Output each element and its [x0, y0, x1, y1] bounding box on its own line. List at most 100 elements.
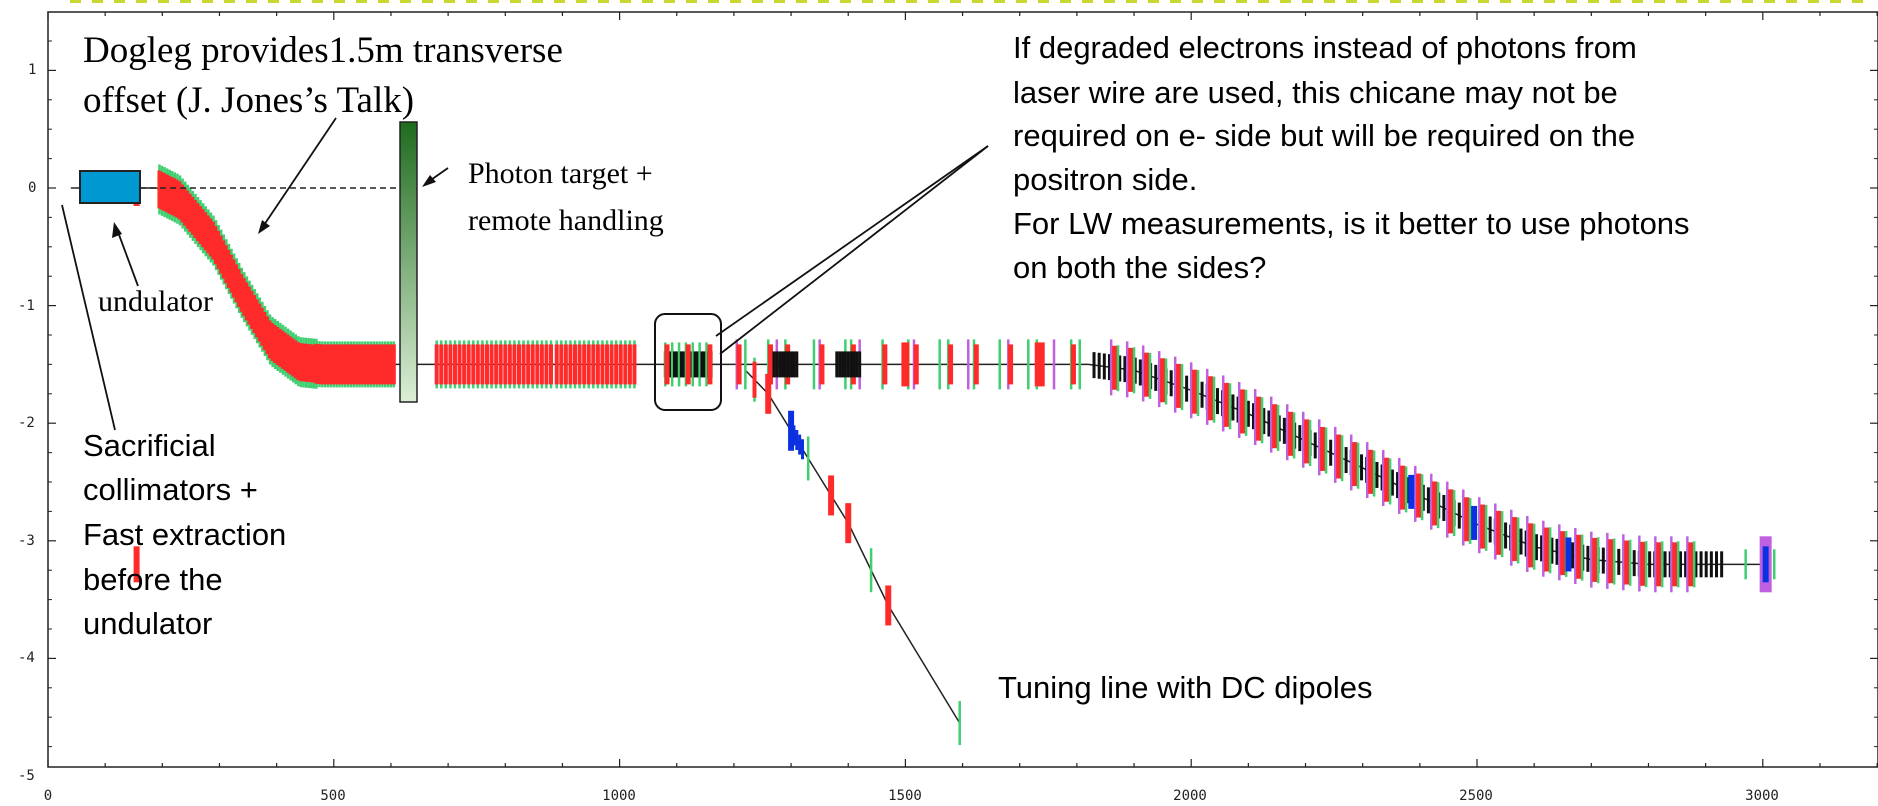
- dipole-mark: [237, 269, 242, 308]
- arc-magnet-mark: [1344, 447, 1348, 474]
- arc-magnet-mark: [1601, 547, 1605, 574]
- dipole-mark: [346, 344, 351, 385]
- chicane-magnet-mark: [675, 351, 679, 378]
- dipole-mark: [157, 170, 162, 209]
- dipole-mark: [1560, 531, 1566, 576]
- dipole-mark: [363, 344, 368, 385]
- dot-mark: [224, 0, 235, 3]
- collimators-note-line: Fast extraction: [83, 517, 286, 552]
- dot-mark: [114, 0, 125, 3]
- dot-mark: [1148, 0, 1159, 3]
- chicane-magnet-mark: [841, 351, 845, 378]
- dipole-mark: [268, 320, 273, 359]
- dipole-mark: [291, 338, 296, 377]
- chicane-magnet-mark: [795, 351, 799, 378]
- dipole-mark: [1368, 449, 1374, 494]
- dipole-mark: [366, 344, 371, 385]
- dot-mark: [1456, 0, 1467, 3]
- dipole-mark: [323, 344, 328, 385]
- dot-mark: [1566, 0, 1577, 3]
- arc-magnet-mark: [1138, 359, 1142, 386]
- dot-mark: [1588, 0, 1599, 3]
- arc-magnet-mark: [1426, 487, 1430, 514]
- dipole-mark: [247, 286, 252, 325]
- arc-magnet-mark: [1267, 410, 1271, 437]
- dipole-mark: [1208, 376, 1214, 421]
- chicane-magnet-mark: [702, 351, 706, 378]
- dipole-mark: [1544, 527, 1550, 572]
- dipole-mark: [133, 546, 140, 583]
- arc-magnet-mark: [1360, 454, 1364, 481]
- main-beamline: [156, 187, 1769, 566]
- dipole-mark: [198, 206, 203, 245]
- dipole-mark: [301, 343, 306, 382]
- dot-mark: [752, 0, 763, 3]
- dipole-mark: [1128, 347, 1134, 392]
- arc-magnet-mark: [1154, 364, 1158, 391]
- chicane-magnet-mark: [849, 351, 853, 378]
- dipole-mark: [304, 343, 309, 382]
- dipole-mark: [632, 344, 637, 385]
- arc-magnet-mark: [1185, 375, 1189, 402]
- dipole-mark: [286, 334, 291, 373]
- dipole-mark: [503, 344, 508, 385]
- dipole-mark: [260, 307, 265, 346]
- arc-magnet-mark: [1215, 388, 1219, 415]
- arc-magnet-mark: [1169, 370, 1173, 397]
- dot-mark: [1742, 0, 1753, 3]
- chicane-highlight-box: [654, 313, 722, 411]
- arc-magnet-mark: [1231, 394, 1235, 421]
- dipole-mark: [357, 344, 362, 385]
- dipole-mark: [901, 342, 910, 387]
- arc-magnet-mark: [1534, 534, 1538, 561]
- arrowhead-icon: [258, 220, 270, 234]
- arc-magnet-mark: [1504, 522, 1508, 549]
- collimators-note-line: before the: [83, 562, 223, 597]
- chicane-magnet-mark: [679, 351, 683, 378]
- arc-magnet-mark: [1092, 352, 1096, 379]
- dipole-mark: [1576, 534, 1582, 579]
- dipole-mark: [1384, 457, 1390, 502]
- axis-ticks: [47, 12, 1878, 767]
- dipole-mark: [948, 344, 954, 385]
- dipole-mark: [577, 344, 582, 385]
- arc-magnet-mark: [1252, 403, 1256, 430]
- x-tick-label: 2000: [1173, 788, 1207, 804]
- dipole-mark: [190, 196, 195, 235]
- chicane-note-line: positron side.: [1013, 162, 1197, 197]
- dipole-mark: [664, 344, 670, 385]
- dot-mark: [1830, 0, 1841, 3]
- corrector-mark: [1565, 537, 1572, 572]
- chicane-pointer: [719, 145, 989, 355]
- dipole-mark: [736, 344, 742, 385]
- corrector-mark: [792, 425, 796, 446]
- dot-mark: [202, 0, 213, 3]
- chicane-magnet-mark: [695, 351, 699, 378]
- dot-mark: [466, 0, 477, 3]
- dipole-mark: [391, 344, 396, 385]
- dipole-mark: [374, 344, 379, 385]
- corrector-mark: [789, 420, 793, 441]
- arc-magnet-mark: [1107, 354, 1111, 381]
- dipole-mark: [1672, 542, 1678, 587]
- dipole-mark: [383, 344, 388, 385]
- arc-magnet-mark: [1540, 535, 1544, 562]
- dipole-mark: [559, 344, 564, 385]
- arc-magnet-mark: [1457, 502, 1461, 529]
- dipole-mark: [600, 344, 605, 385]
- dipole-mark: [226, 249, 231, 288]
- dogleg-pointer: [261, 117, 337, 229]
- arc-magnet-mark: [1632, 550, 1636, 577]
- dot-mark: [1346, 0, 1357, 3]
- dot-mark: [1698, 0, 1709, 3]
- arc-magnet-mark: [1246, 400, 1250, 427]
- x-tick-label: 1500: [888, 788, 922, 804]
- dipole-mark: [828, 475, 835, 516]
- dot-mark: [1192, 0, 1203, 3]
- dipole-mark: [1400, 465, 1406, 510]
- top-dotted-border: [70, 0, 1863, 3]
- arc-magnet-mark: [1709, 551, 1713, 578]
- arc-magnet-mark: [1699, 551, 1703, 578]
- dot-mark: [290, 0, 301, 3]
- dipole-mark: [1272, 404, 1278, 449]
